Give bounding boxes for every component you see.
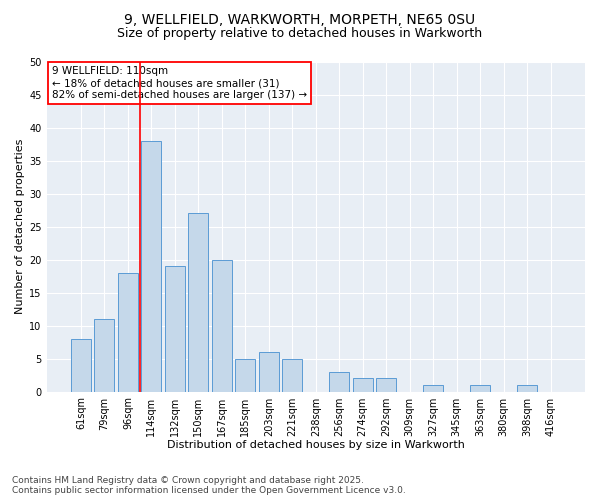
Bar xyxy=(259,352,279,392)
Bar xyxy=(235,358,256,392)
Bar xyxy=(118,273,138,392)
Bar xyxy=(423,385,443,392)
Bar xyxy=(188,214,208,392)
Bar xyxy=(283,358,302,392)
Bar xyxy=(142,140,161,392)
Bar xyxy=(94,319,115,392)
Bar xyxy=(470,385,490,392)
Bar xyxy=(376,378,396,392)
Bar xyxy=(71,339,91,392)
X-axis label: Distribution of detached houses by size in Warkworth: Distribution of detached houses by size … xyxy=(167,440,465,450)
Bar xyxy=(517,385,537,392)
Y-axis label: Number of detached properties: Number of detached properties xyxy=(15,139,25,314)
Bar xyxy=(212,260,232,392)
Bar xyxy=(353,378,373,392)
Text: Contains HM Land Registry data © Crown copyright and database right 2025.
Contai: Contains HM Land Registry data © Crown c… xyxy=(12,476,406,495)
Text: Size of property relative to detached houses in Warkworth: Size of property relative to detached ho… xyxy=(118,28,482,40)
Text: 9, WELLFIELD, WARKWORTH, MORPETH, NE65 0SU: 9, WELLFIELD, WARKWORTH, MORPETH, NE65 0… xyxy=(124,12,476,26)
Bar xyxy=(329,372,349,392)
Bar xyxy=(165,266,185,392)
Text: 9 WELLFIELD: 110sqm
← 18% of detached houses are smaller (31)
82% of semi-detach: 9 WELLFIELD: 110sqm ← 18% of detached ho… xyxy=(52,66,307,100)
